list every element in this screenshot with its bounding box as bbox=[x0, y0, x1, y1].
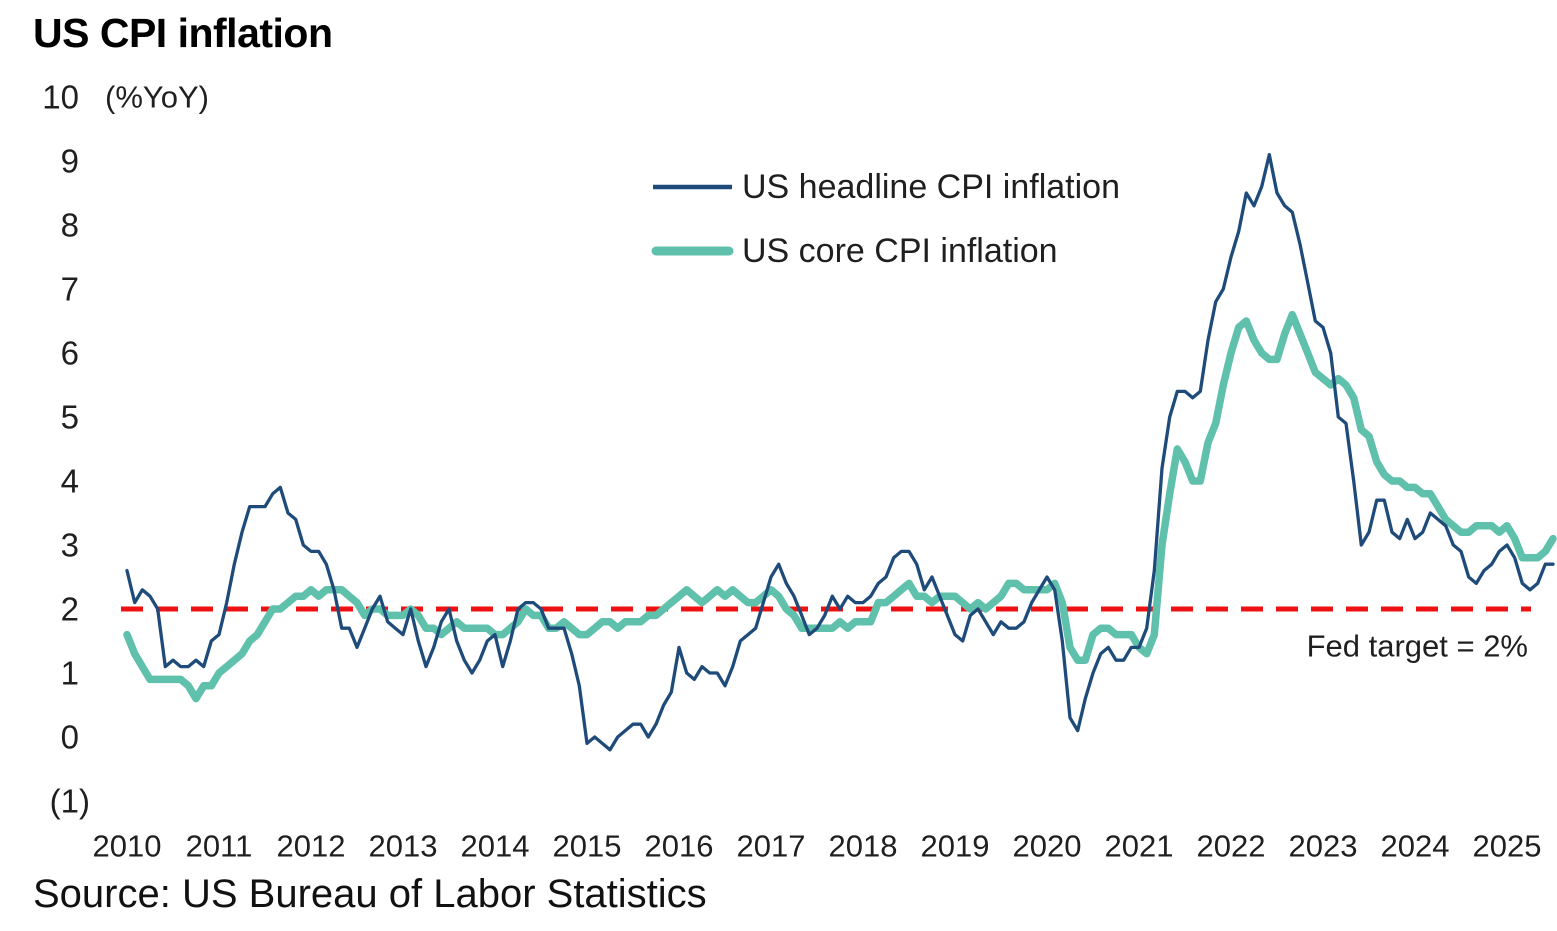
x-axis-tick-labels: 2010 2011 2012 2013 2014 2015 2016 2017 2018 2019… bbox=[93, 829, 1542, 864]
x-tick-label: 2021 bbox=[1105, 829, 1174, 864]
y-tick-label: 3 bbox=[61, 527, 79, 564]
y-tick-label: (1) bbox=[50, 783, 90, 820]
core-cpi-line bbox=[123, 310, 1557, 703]
x-tick-label: 2023 bbox=[1289, 829, 1358, 864]
x-tick-label: 2019 bbox=[921, 829, 990, 864]
chart-title: US CPI inflation bbox=[33, 10, 333, 56]
x-tick-label: 2020 bbox=[1013, 829, 1082, 864]
x-tick-label: 2010 bbox=[93, 829, 162, 864]
x-tick-label: 2011 bbox=[186, 829, 253, 864]
x-tick-label: 2015 bbox=[553, 829, 622, 864]
x-tick-label: 2016 bbox=[645, 829, 714, 864]
x-tick-label: 2018 bbox=[829, 829, 898, 864]
y-tick-label: 8 bbox=[61, 207, 79, 244]
y-tick-label: 7 bbox=[61, 271, 79, 308]
source-text: Source: US Bureau of Labor Statistics bbox=[33, 872, 707, 916]
legend: US headline CPI inflation US core CPI in… bbox=[651, 168, 1120, 270]
y-tick-label: 0 bbox=[61, 719, 79, 756]
x-tick-label: 2014 bbox=[461, 829, 530, 864]
x-tick-label: 2012 bbox=[277, 829, 346, 864]
y-axis-unit-label: (%YoY) bbox=[105, 80, 209, 115]
y-tick-label: 1 bbox=[61, 655, 79, 692]
legend-headline-label: US headline CPI inflation bbox=[742, 168, 1120, 206]
y-tick-label: 5 bbox=[61, 399, 79, 436]
x-tick-label: 2025 bbox=[1473, 829, 1542, 864]
y-tick-label: 10 bbox=[42, 79, 79, 116]
x-tick-label: 2022 bbox=[1197, 829, 1266, 864]
x-tick-label: 2013 bbox=[369, 829, 438, 864]
headline-cpi-line bbox=[125, 152, 1555, 752]
y-tick-label: 4 bbox=[61, 463, 79, 500]
y-tick-label: 6 bbox=[61, 335, 79, 372]
y-tick-label: 2 bbox=[61, 591, 79, 628]
x-tick-label: 2017 bbox=[737, 829, 806, 864]
fed-target-label: Fed target = 2% bbox=[1307, 629, 1528, 664]
y-tick-label: 9 bbox=[61, 143, 79, 180]
legend-core-label: US core CPI inflation bbox=[742, 232, 1058, 270]
x-tick-label: 2024 bbox=[1381, 829, 1450, 864]
